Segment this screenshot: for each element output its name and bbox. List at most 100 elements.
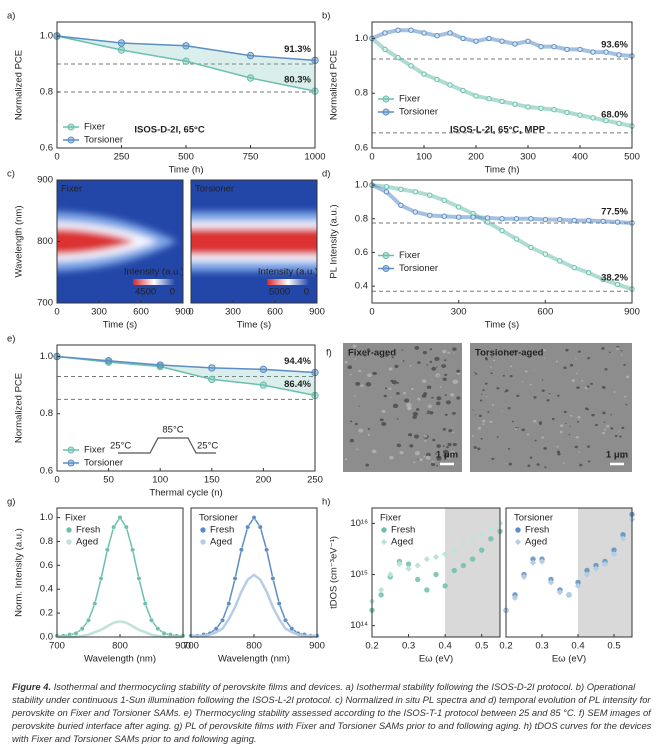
sem-grain — [548, 392, 551, 395]
marker — [398, 186, 404, 192]
x-tick-label: 700 — [49, 641, 65, 652]
colorbar-min: 0 — [170, 287, 175, 298]
y-axis-title: Wavelength (nm) — [14, 206, 25, 278]
scale-bar-label: 1 μm — [436, 450, 458, 461]
marker — [557, 258, 563, 264]
marker — [585, 269, 592, 276]
sem-grain — [446, 446, 449, 449]
sem-grain — [601, 347, 605, 350]
sem-grain — [579, 463, 583, 467]
y-tick-label: 0.4 — [355, 281, 368, 292]
sem-grain — [563, 366, 567, 370]
sem-grain — [475, 372, 478, 375]
panel-label: d) — [322, 169, 330, 180]
annotation: 94.4% — [284, 356, 311, 367]
x-tick-label: 100 — [152, 475, 168, 486]
caption: Figure 4. Isothermal and thermocycling s… — [12, 680, 658, 745]
sem-grain — [392, 384, 394, 386]
sem-grain — [441, 349, 447, 354]
x-axis-title: Wavelength (nm) — [218, 654, 290, 665]
heatmap — [57, 180, 183, 303]
sem-grain — [575, 357, 577, 360]
legend-label: Aged — [391, 537, 413, 548]
x-tick-label: 200 — [468, 152, 484, 163]
sem-grain — [478, 414, 482, 418]
y-tick-label: 1.0 — [40, 31, 53, 42]
marker — [383, 189, 390, 195]
sem-grain — [535, 422, 537, 424]
sem-grain — [442, 445, 445, 447]
sem-grain — [544, 466, 547, 469]
sem-grain — [448, 429, 453, 433]
colorbar-min: 0 — [304, 287, 309, 298]
marker — [538, 43, 544, 50]
fill-between — [57, 356, 315, 396]
sem-grain — [452, 379, 459, 384]
sem-grain — [421, 379, 427, 383]
sem-grain — [510, 365, 513, 368]
sem-grain — [396, 392, 400, 395]
marker — [433, 571, 439, 578]
sem-grain — [456, 369, 461, 373]
legend-label: Fixer — [84, 122, 105, 133]
sem-grain — [586, 385, 590, 388]
marker — [564, 46, 570, 53]
sem-grain — [603, 421, 606, 423]
marker — [156, 361, 164, 369]
legend-title: Fixer — [65, 513, 86, 524]
sem-grain — [412, 415, 417, 419]
x-tick-label: 0.4 — [439, 641, 452, 652]
marker — [408, 63, 414, 69]
sem-grain — [412, 411, 419, 416]
plot-frame — [190, 179, 318, 304]
sem-grain — [551, 417, 555, 421]
sem-grain — [496, 436, 499, 438]
marker — [529, 559, 537, 566]
annotation: 38.2% — [601, 273, 628, 284]
sem-grain — [569, 426, 571, 428]
marker — [264, 547, 269, 553]
marker — [528, 244, 534, 251]
sem-grain — [587, 460, 591, 463]
sem-grain — [577, 370, 580, 372]
marker — [245, 524, 251, 530]
colorbar-max: 5000 — [269, 287, 290, 298]
sem-grain — [557, 452, 561, 456]
sem-grain — [577, 415, 581, 419]
sem-grain — [480, 393, 483, 395]
marker — [499, 98, 505, 105]
panel-label: a) — [7, 11, 15, 22]
marker — [238, 547, 244, 553]
sem-grain — [444, 373, 448, 377]
y-tick-label: 0.0 — [40, 632, 53, 643]
sem-grain — [562, 462, 565, 464]
marker — [565, 591, 573, 598]
sem-grain — [360, 384, 364, 388]
sem-grain — [443, 453, 449, 458]
sem-grain — [353, 395, 356, 397]
marker — [451, 567, 457, 574]
sem-grain — [541, 436, 545, 439]
sem-grain — [367, 433, 371, 436]
marker — [620, 532, 626, 538]
sem-grain — [517, 426, 520, 428]
marker — [600, 276, 606, 283]
y-axis-title: Norm. Intensity (a.u.) — [14, 528, 25, 617]
y-tick-label: 0.8 — [355, 213, 368, 224]
marker — [270, 576, 276, 581]
sem-grain — [491, 403, 495, 406]
marker — [378, 592, 384, 598]
marker — [571, 217, 577, 224]
marker — [405, 565, 412, 572]
marker — [486, 95, 492, 102]
x-tick-label: 900 — [309, 641, 325, 652]
annotation: 91.3% — [284, 44, 311, 55]
sem-grain — [417, 361, 421, 365]
sem-grain — [436, 396, 442, 401]
series-line — [56, 355, 316, 397]
inset-label: 25°C — [197, 441, 218, 452]
sem-grain — [349, 373, 352, 376]
marker — [511, 594, 519, 601]
sem-grain — [590, 382, 593, 385]
